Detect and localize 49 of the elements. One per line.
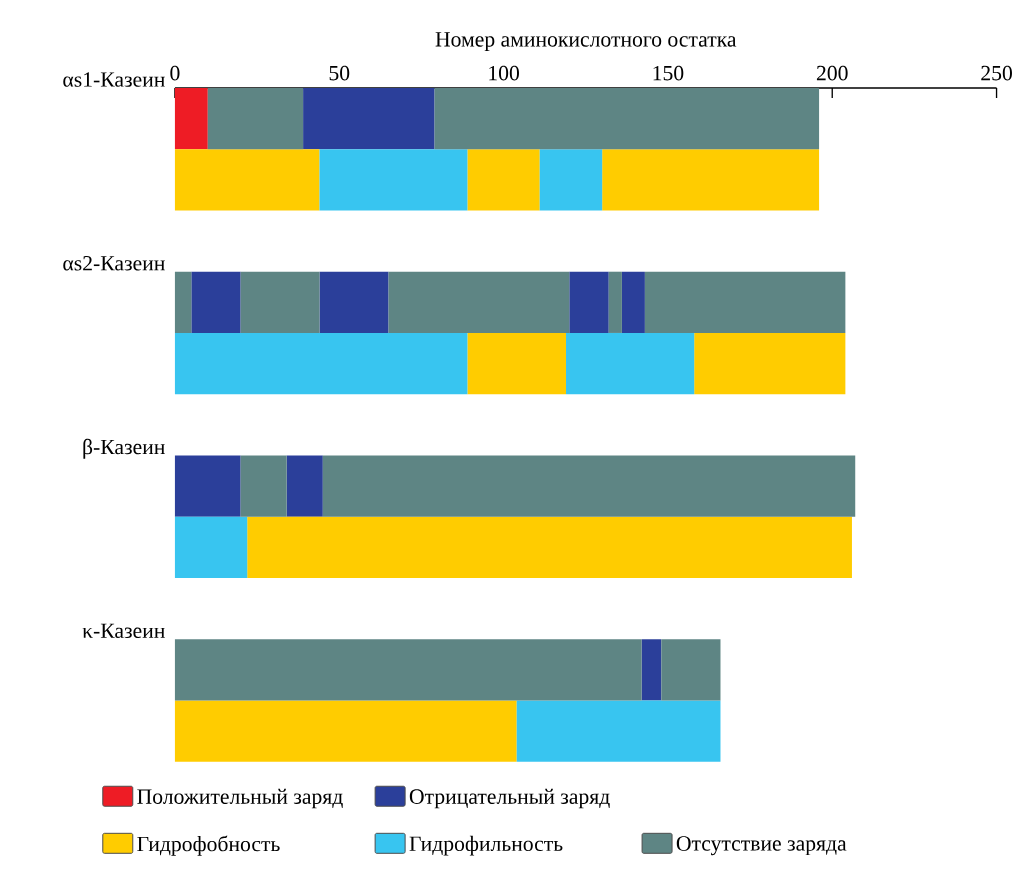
y-tick-label: αs1-Казеин (63, 72, 165, 87)
x-tick-label: 250 (981, 66, 1012, 81)
bar (240, 271, 320, 334)
bar (174, 700, 517, 762)
bar (608, 271, 622, 334)
legend-label: Отрицательный заряд (409, 789, 610, 809)
bar (303, 88, 435, 150)
x-tick-label: 50 (329, 66, 350, 81)
bar (286, 455, 323, 517)
bar (467, 149, 540, 211)
x-tick-label: 100 (489, 66, 519, 81)
bar (694, 333, 846, 395)
y-tick-label: β-Казеин (83, 439, 165, 459)
bar (174, 333, 468, 395)
bar (319, 271, 389, 334)
bar (641, 639, 662, 701)
legend-label: Отсутствие заряда (676, 836, 847, 856)
bar (240, 455, 287, 517)
x-tick-label: 150 (653, 66, 684, 81)
bar (174, 455, 241, 517)
bar (602, 149, 820, 211)
y-tick-label: κ-Казеин (82, 623, 165, 639)
bar (661, 639, 721, 701)
bar (174, 149, 320, 211)
bar (434, 88, 820, 150)
bar (207, 88, 304, 150)
bar (516, 700, 721, 762)
bar (174, 88, 208, 150)
bar (539, 149, 603, 211)
bar (566, 333, 695, 395)
x-tick-label: 200 (816, 66, 848, 81)
bar (621, 271, 645, 334)
legend-label: Гидрофильность (409, 836, 563, 856)
bar (319, 149, 468, 211)
bar (174, 516, 248, 579)
x-tick-label: 0 (170, 66, 180, 81)
x-axis-title: Номер аминокислотного остатка (435, 32, 737, 52)
bar (569, 271, 609, 334)
bar (191, 271, 241, 334)
bar (174, 271, 192, 334)
bar (247, 516, 852, 579)
bar (644, 271, 846, 334)
bar (388, 271, 570, 334)
y-tick-label: αs2-Казеин (63, 256, 165, 271)
bar (322, 455, 856, 517)
bar (467, 333, 567, 395)
legend-label: Положительный заряд (137, 789, 343, 809)
legend-label: Гидрофобность (137, 835, 280, 856)
bar (174, 639, 642, 701)
